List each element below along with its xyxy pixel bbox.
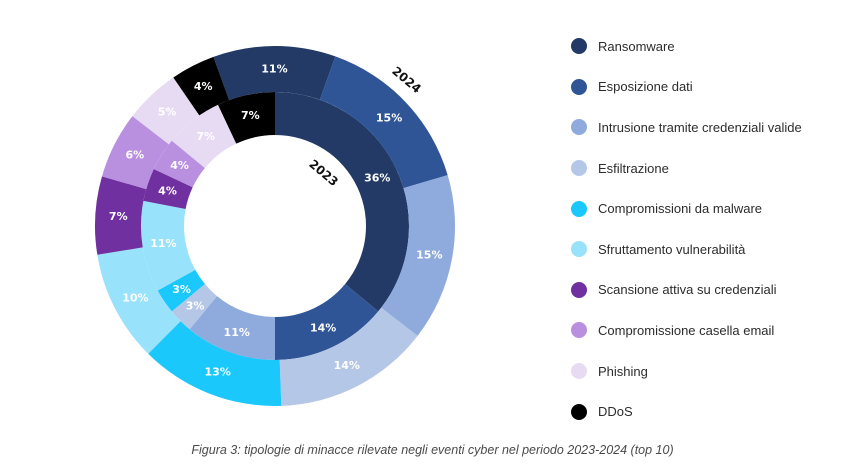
slice-label-2023-esfiltrazione: 3%	[186, 299, 205, 312]
slice-2024-esposizione-dati	[319, 56, 448, 189]
legend-swatch	[571, 281, 587, 298]
slice-2023-phishing	[171, 104, 237, 168]
slice-label-2024-compromissione-casella-email: 6%	[126, 149, 145, 162]
legend-item-ransomware: Ransomware	[571, 26, 802, 67]
legend-item-ddos: DDoS	[571, 391, 802, 432]
slice-label-2024-intrusione-tramite-credenziali-valide: 15%	[416, 248, 442, 261]
legend-swatch	[571, 322, 587, 339]
legend-label: Compromissioni da malware	[598, 201, 762, 217]
legend-label: Compromissione casella email	[598, 322, 775, 338]
legend-item-malware: Compromissioni da malware	[571, 188, 802, 229]
legend-item-phishing: Phishing	[571, 351, 802, 392]
slice-2024-scansione-attiva-su-credenziali	[95, 176, 147, 255]
labels-2024: 11% 15% 15% 14% 13% 10% 7% 6% 5% 4%	[109, 63, 443, 379]
legend-swatch	[571, 119, 587, 136]
legend-item-email: Compromissione casella email	[571, 310, 802, 351]
legend: Ransomware Esposizione dati Intrusione t…	[571, 26, 802, 432]
legend-item-intrusione: Intrusione tramite credenziali valide	[571, 107, 802, 148]
slice-label-2023-esposizione-dati: 14%	[310, 322, 336, 335]
slice-label-2023-phishing: 7%	[196, 130, 215, 143]
ring-name-2024: 2024	[389, 64, 424, 96]
slice-2024-ransomware	[213, 45, 336, 101]
slice-2023-sfruttamento-vulnerabilita	[140, 200, 196, 291]
slice-label-2024-esposizione-dati: 15%	[376, 112, 402, 125]
slice-2024-phishing	[132, 77, 200, 145]
slice-label-2023-compromissioni-da-malware: 3%	[172, 283, 191, 296]
slice-2023-scansione-attiva-su-credenziali	[143, 168, 193, 209]
legend-swatch	[571, 200, 587, 217]
slice-2024-intrusione-tramite-credenziali-valide	[381, 175, 456, 336]
legend-swatch	[571, 38, 587, 55]
slice-label-2023-intrusione-tramite-credenziali-valide: 11%	[224, 326, 250, 339]
slice-label-2024-phishing: 5%	[158, 105, 177, 118]
legend-label: Sfruttamento vulnerabilità	[598, 241, 746, 257]
legend-swatch	[571, 160, 587, 177]
slice-2024-esfiltrazione	[279, 307, 418, 406]
slice-label-2024-esfiltrazione: 14%	[334, 359, 360, 372]
legend-label: Phishing	[598, 363, 648, 379]
legend-item-esfiltrazione: Esfiltrazione	[571, 148, 802, 189]
slice-2024-compromissioni-da-malware	[148, 321, 282, 406]
slice-label-2024-sfruttamento-vulnerabilita: 10%	[122, 291, 148, 304]
slice-2023-esposizione-dati	[275, 284, 379, 360]
slice-2024-compromissione-casella-email	[101, 116, 169, 190]
ring-name-2023: 2023	[306, 157, 341, 189]
slice-label-2023-ransomware: 36%	[364, 171, 390, 184]
slice-2023-intrusione-tramite-credenziali-valide	[189, 296, 275, 360]
slice-2023-compromissione-casella-email	[153, 140, 205, 188]
slice-label-2024-compromissioni-da-malware: 13%	[205, 366, 231, 379]
legend-swatch	[571, 363, 587, 380]
legend-label: Intrusione tramite credenziali valide	[598, 119, 802, 135]
legend-label: DDoS	[598, 404, 633, 420]
slice-2024-ddos	[173, 56, 230, 116]
legend-item-scansione: Scansione attiva su credenziali	[571, 270, 802, 311]
slice-2023-compromissioni-da-malware	[157, 269, 205, 312]
slice-label-2023-sfruttamento-vulnerabilita: 11%	[150, 237, 176, 250]
slice-label-2023-ddos: 7%	[241, 109, 260, 122]
legend-item-vulnerabilita: Sfruttamento vulnerabilità	[571, 229, 802, 270]
slice-label-2024-ransomware: 11%	[261, 63, 287, 76]
legend-item-esposizione-dati: Esposizione dati	[571, 67, 802, 108]
legend-swatch	[571, 78, 587, 95]
slice-2023-ddos	[217, 92, 275, 144]
legend-swatch	[571, 241, 587, 258]
ring-2024	[95, 45, 456, 406]
legend-label: Esfiltrazione	[598, 160, 669, 176]
figure-caption: Figura 3: tipologie di minacce rilevate …	[191, 443, 674, 457]
slice-2023-esfiltrazione	[171, 284, 217, 330]
legend-swatch	[571, 403, 587, 420]
slice-label-2024-ddos: 4%	[194, 80, 213, 93]
slice-label-2023-compromissione-casella-email: 4%	[170, 159, 189, 172]
ring-2023	[140, 92, 410, 360]
slice-2023-ransomware	[275, 92, 410, 312]
slice-2024-sfruttamento-vulnerabilita	[97, 247, 181, 354]
legend-label: Esposizione dati	[598, 79, 693, 95]
legend-label: Scansione attiva su credenziali	[598, 282, 777, 298]
legend-label: Ransomware	[598, 38, 675, 54]
slice-label-2024-scansione-attiva-su-credenziali: 7%	[109, 210, 128, 223]
slice-label-2023-scansione-attiva-su-credenziali: 4%	[158, 185, 177, 198]
labels-2023: 36% 14% 11% 3% 3% 11% 4% 4% 7% 7%	[150, 109, 390, 339]
